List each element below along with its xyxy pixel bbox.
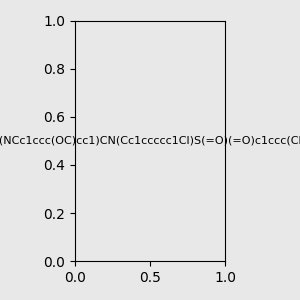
Text: O=C(NCc1ccc(OC)cc1)CN(Cc1ccccc1Cl)S(=O)(=O)c1ccc(Cl)cc1: O=C(NCc1ccc(OC)cc1)CN(Cc1ccccc1Cl)S(=O)(… — [0, 136, 300, 146]
